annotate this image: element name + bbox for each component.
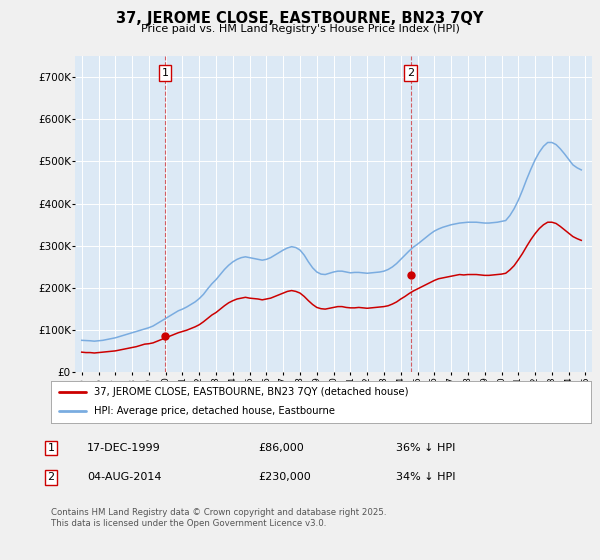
Text: £230,000: £230,000 (258, 472, 311, 482)
Text: 1: 1 (47, 443, 55, 453)
Text: 17-DEC-1999: 17-DEC-1999 (87, 443, 161, 453)
Text: 36% ↓ HPI: 36% ↓ HPI (396, 443, 455, 453)
Text: 04-AUG-2014: 04-AUG-2014 (87, 472, 161, 482)
Text: HPI: Average price, detached house, Eastbourne: HPI: Average price, detached house, East… (94, 407, 335, 417)
Text: £86,000: £86,000 (258, 443, 304, 453)
Text: 37, JEROME CLOSE, EASTBOURNE, BN23 7QY (detached house): 37, JEROME CLOSE, EASTBOURNE, BN23 7QY (… (94, 387, 409, 397)
Text: 1: 1 (161, 68, 169, 78)
Text: Price paid vs. HM Land Registry's House Price Index (HPI): Price paid vs. HM Land Registry's House … (140, 24, 460, 34)
Text: Contains HM Land Registry data © Crown copyright and database right 2025.
This d: Contains HM Land Registry data © Crown c… (51, 508, 386, 528)
Text: 34% ↓ HPI: 34% ↓ HPI (396, 472, 455, 482)
Text: 2: 2 (407, 68, 414, 78)
Text: 37, JEROME CLOSE, EASTBOURNE, BN23 7QY: 37, JEROME CLOSE, EASTBOURNE, BN23 7QY (116, 11, 484, 26)
Text: 2: 2 (47, 472, 55, 482)
